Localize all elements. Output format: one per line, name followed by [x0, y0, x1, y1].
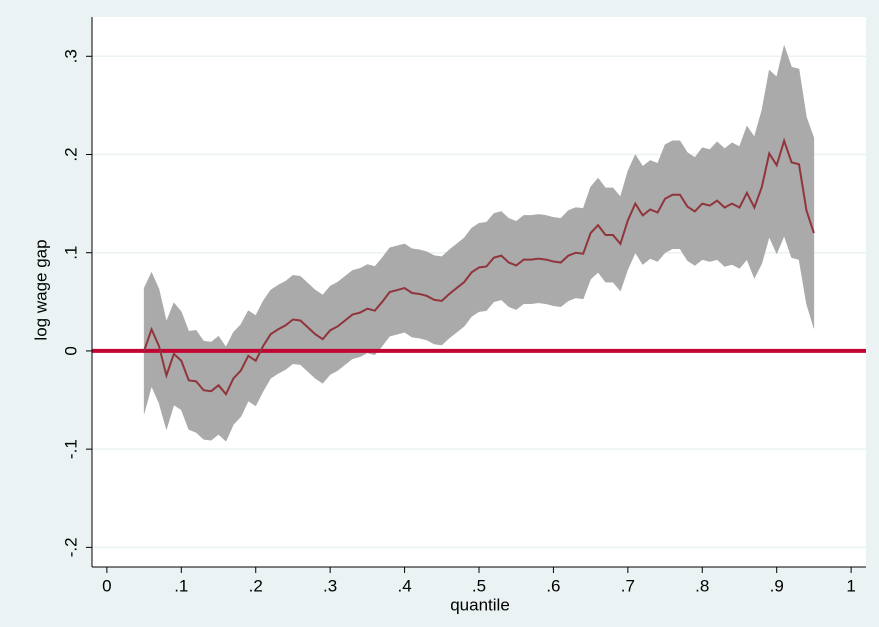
series-line [143, 137, 815, 396]
x-tick-label: .5 [472, 576, 486, 595]
x-tick-label: 0 [102, 576, 111, 595]
y-tick-label: -.1 [61, 439, 80, 459]
y-tick-label: .1 [61, 246, 80, 260]
x-tick-label: .4 [397, 576, 411, 595]
y-tick-label: -.2 [61, 537, 80, 557]
y-axis-title: log wage gap [31, 239, 50, 340]
x-tick-label: .6 [546, 576, 560, 595]
x-tick-label: .3 [323, 576, 337, 595]
y-tick-label: .2 [61, 147, 80, 161]
x-axis-title: quantile [450, 595, 510, 614]
x-tick-label: 1 [846, 576, 855, 595]
y-tick-label: .3 [61, 49, 80, 63]
x-tick-label: .2 [249, 576, 263, 595]
x-tick-label: .1 [174, 576, 188, 595]
confidence-band [143, 44, 815, 442]
x-tick-label: .7 [621, 576, 635, 595]
x-tick-label: .8 [695, 576, 709, 595]
x-tick-label: .9 [770, 576, 784, 595]
y-tick-label: 0 [61, 346, 80, 355]
